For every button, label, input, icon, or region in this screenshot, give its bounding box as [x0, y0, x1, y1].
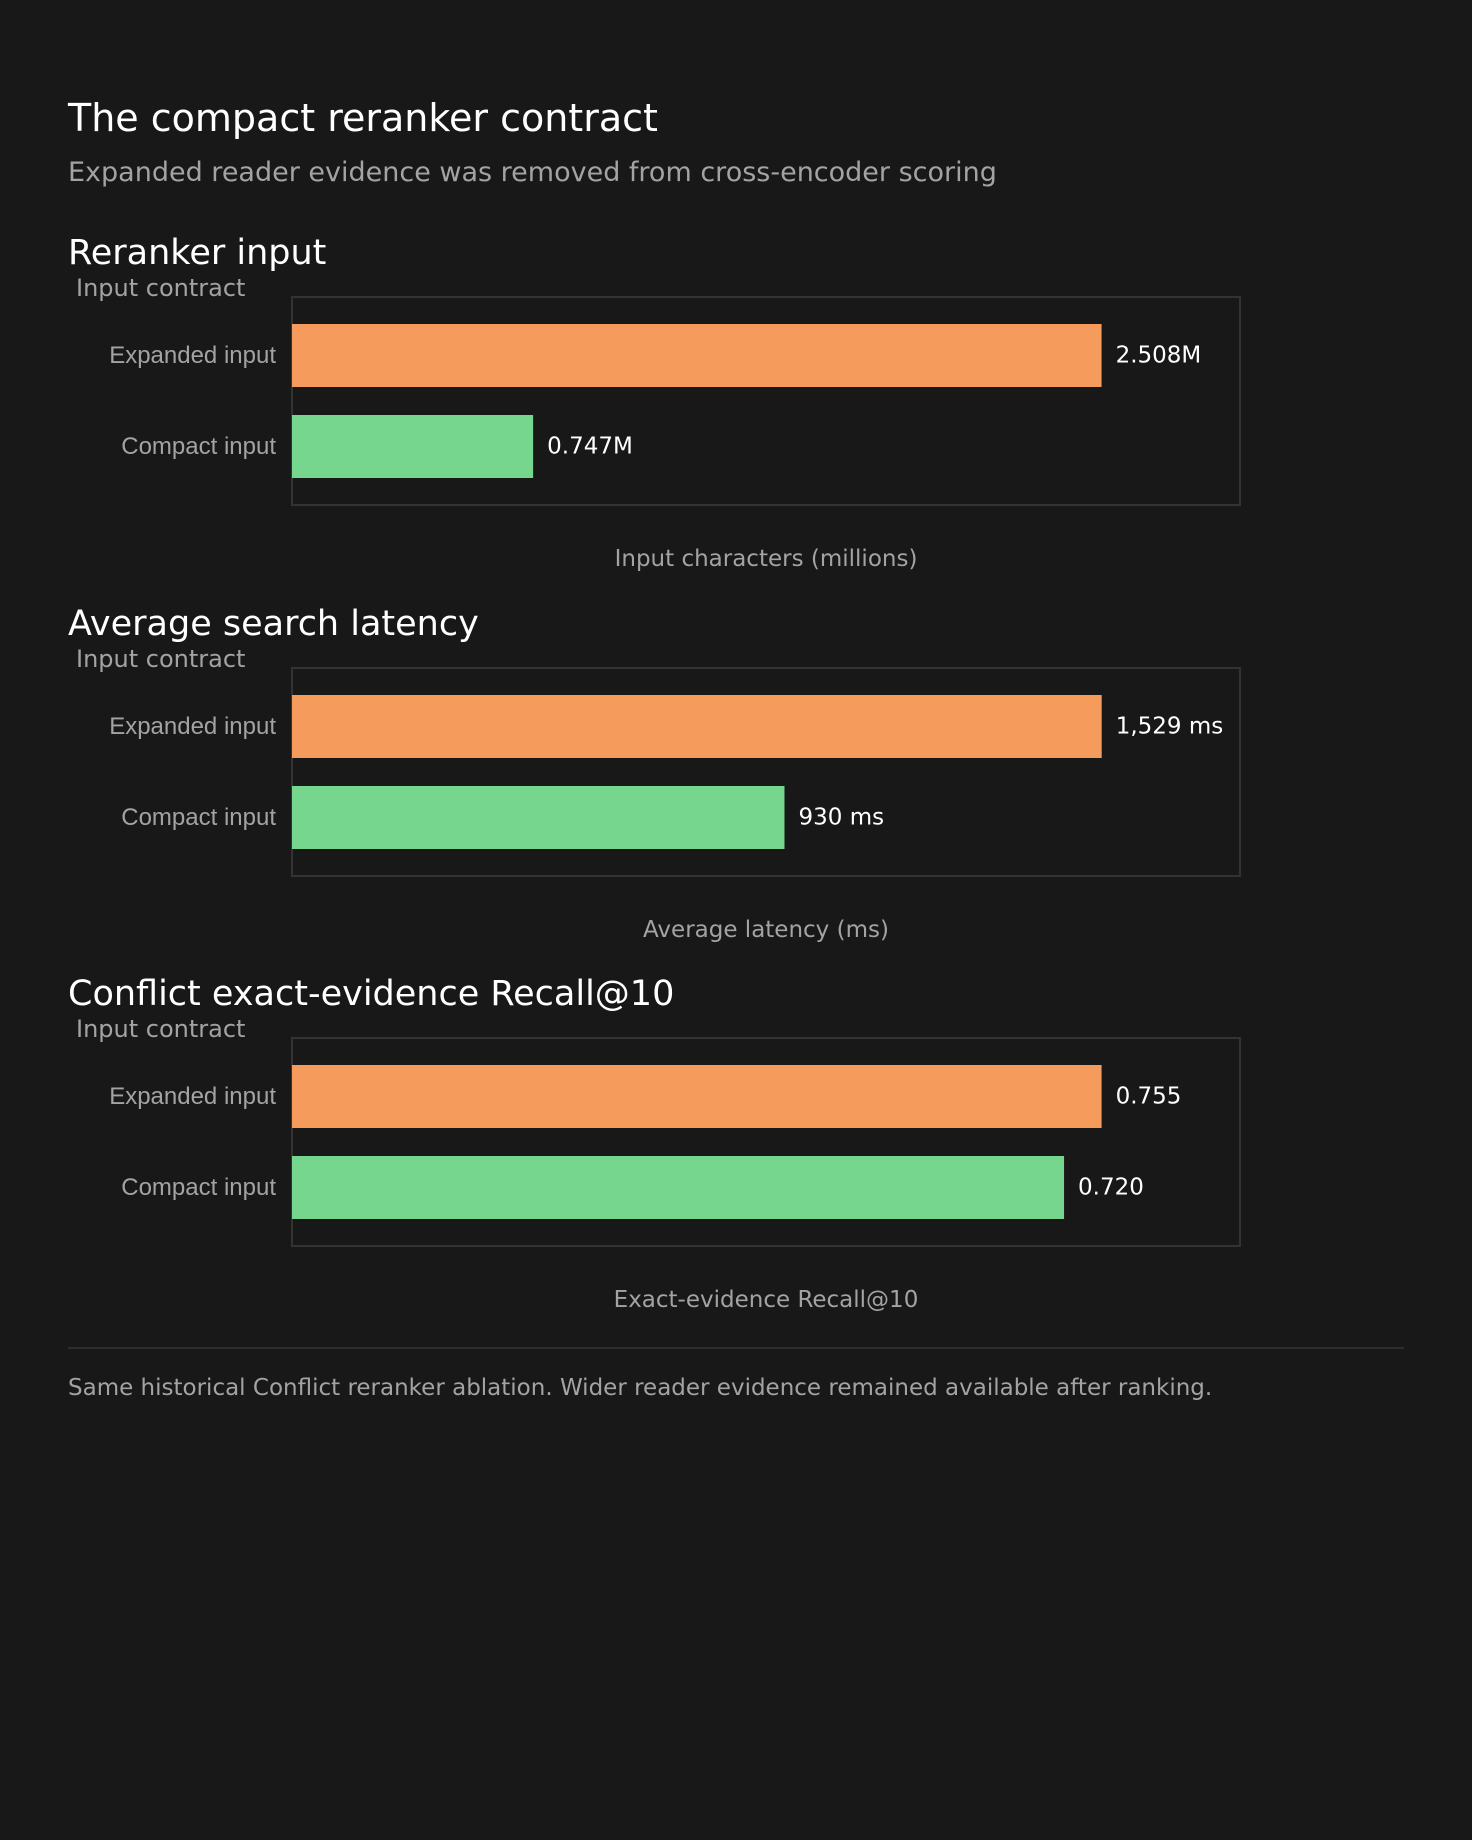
value-label: 0.720 [1078, 1175, 1144, 1201]
category-label: Expanded input [109, 342, 276, 369]
footer-divider [68, 1347, 1404, 1349]
bar [292, 695, 1102, 758]
bar-chart-svg: Expanded input 1,529 ms Compact input 930 m… [109, 667, 1241, 943]
value-label: 930 ms [798, 805, 884, 831]
category-label: Expanded input [109, 1083, 276, 1110]
chart-average-latency: Average search latency Input contract Ex… [0, 601, 1472, 961]
category-label: Expanded input [109, 713, 276, 740]
footnote: Same historical Conflict reranker ablati… [68, 1375, 1213, 1401]
page-subtitle: Expanded reader evidence was removed fro… [68, 157, 997, 188]
plot-frame [291, 1037, 1241, 1247]
x-axis-title: Exact-evidence Recall@10 [614, 1287, 919, 1313]
value-label: 2.508M [1116, 343, 1202, 369]
chart-title: Conflict exact-evidence Recall@10 [68, 974, 675, 1014]
category-label: Compact input [121, 1174, 276, 1201]
chart-recall-at-10: Conflict exact-evidence Recall@10 Input … [0, 971, 1472, 1331]
bar [292, 1065, 1102, 1128]
chart-reranker-input: Reranker input Input contract Expanded i… [0, 230, 1472, 590]
y-axis-title: Input contract [76, 645, 246, 673]
page-title: The compact reranker contract [68, 96, 658, 140]
plot-frame [291, 296, 1241, 506]
plot-frame [291, 667, 1241, 877]
bar-chart-svg: Expanded input 2.508M Compact input 0.747M I… [109, 296, 1241, 572]
bar [292, 1156, 1065, 1219]
chart-title: Average search latency [68, 604, 479, 644]
chart-title: Reranker input [68, 233, 327, 273]
value-label: 0.747M [547, 434, 633, 460]
y-axis-title: Input contract [76, 1015, 246, 1043]
category-label: Compact input [121, 804, 276, 831]
bar-chart-svg: Expanded input 0.755 Compact input 0.720 Exa… [109, 1037, 1241, 1313]
value-label: 0.755 [1116, 1084, 1182, 1110]
x-axis-title: Average latency (ms) [643, 917, 889, 943]
bar [292, 324, 1102, 387]
category-label: Compact input [121, 433, 276, 460]
bar [292, 786, 785, 849]
bar [292, 415, 534, 478]
x-axis-title: Input characters (millions) [615, 546, 918, 572]
value-label: 1,529 ms [1116, 714, 1224, 740]
y-axis-title: Input contract [76, 274, 246, 302]
